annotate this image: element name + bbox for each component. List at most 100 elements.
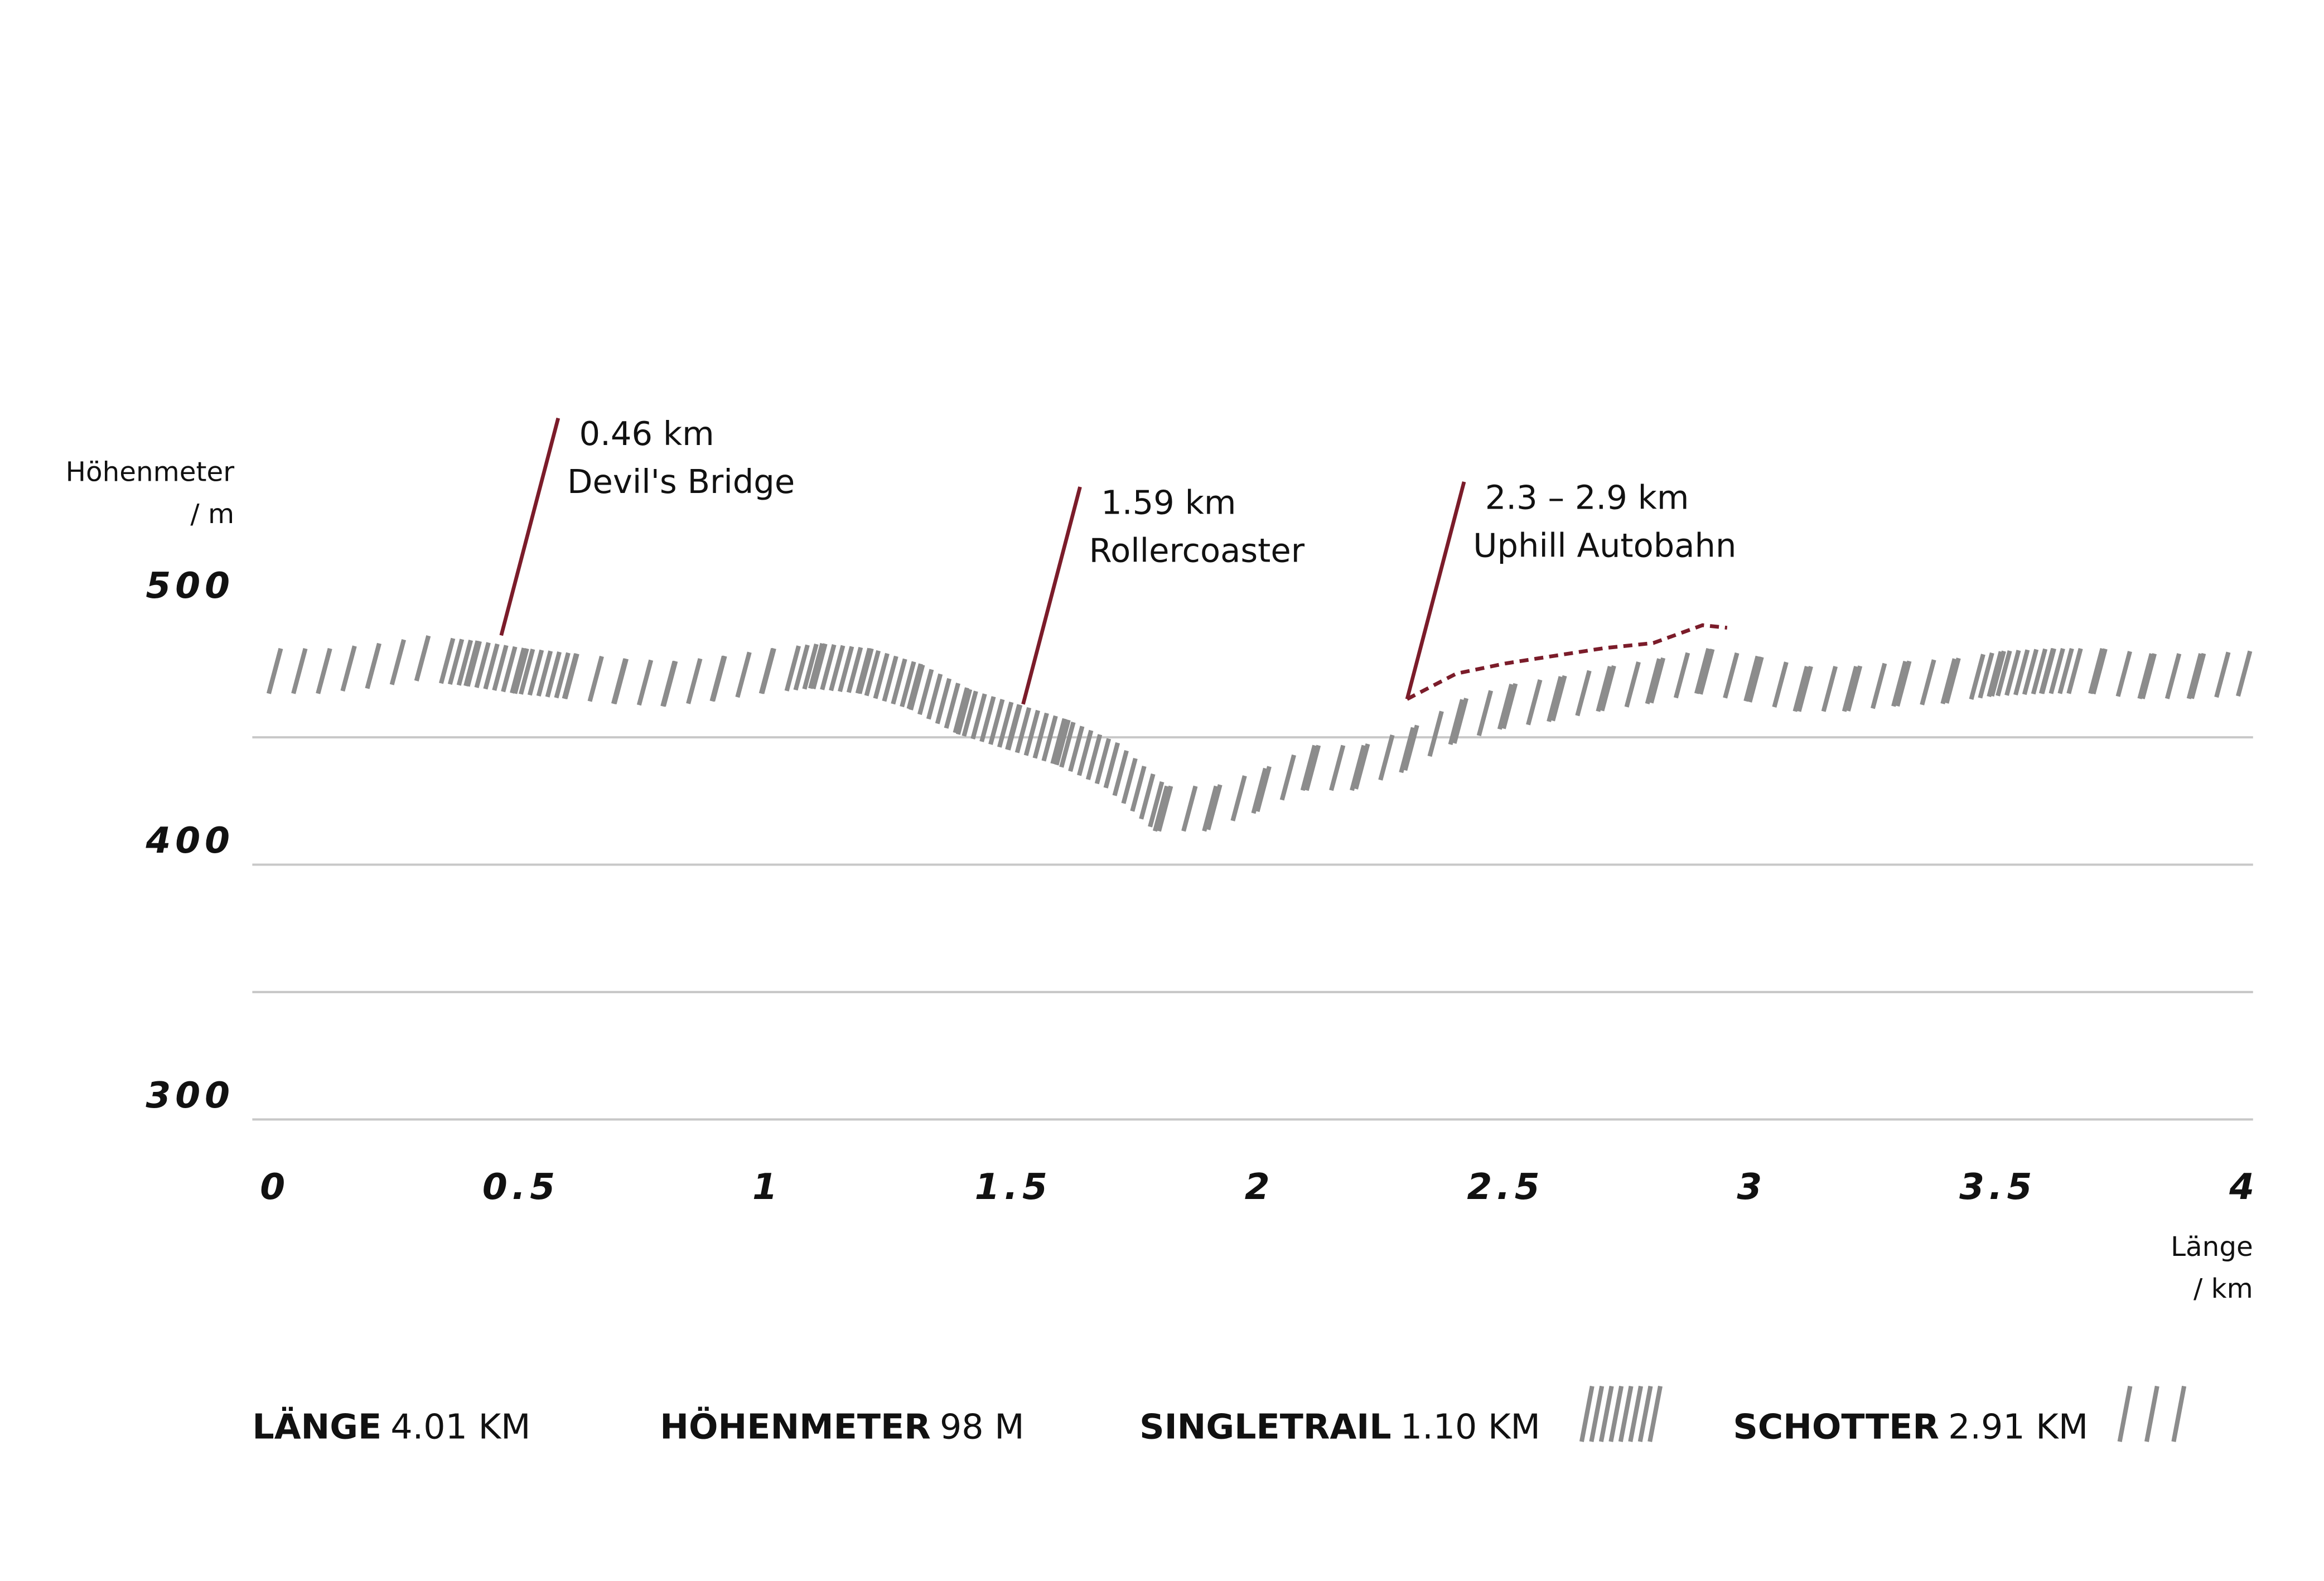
legend-hatch bbox=[1598, 1385, 1614, 1442]
hatch bbox=[1130, 765, 1147, 812]
hatch bbox=[1041, 715, 1058, 762]
hatch bbox=[686, 658, 703, 704]
legend-hatch bbox=[1589, 1385, 1605, 1442]
hatch bbox=[979, 696, 996, 742]
hatch bbox=[501, 646, 518, 693]
annotation-text: Devil's Bridge bbox=[567, 462, 795, 501]
stat-value: 1.10 KM bbox=[1400, 1407, 1540, 1447]
hatch bbox=[2091, 648, 2108, 695]
hatch bbox=[1206, 784, 1223, 830]
hatch bbox=[953, 687, 969, 734]
hatch bbox=[1059, 722, 1076, 768]
profile-point bbox=[1399, 727, 1415, 773]
hatch bbox=[935, 678, 952, 724]
hatch bbox=[1698, 649, 1715, 695]
hatch bbox=[1920, 659, 1936, 705]
profile-point bbox=[365, 642, 381, 689]
x-tick-label: 1.5 bbox=[975, 1166, 1052, 1208]
hatch bbox=[291, 647, 308, 694]
profile-point bbox=[1940, 658, 1957, 704]
profile-point bbox=[1989, 650, 2006, 697]
autobahn-line bbox=[1406, 623, 1728, 701]
hatch bbox=[1403, 724, 1419, 771]
stat-label: HÖHENMETER bbox=[660, 1406, 931, 1447]
hatch bbox=[1649, 657, 1666, 704]
profile-point bbox=[2088, 647, 2105, 694]
hatch bbox=[1050, 718, 1067, 765]
x-tick-label: 4 bbox=[2229, 1166, 2259, 1208]
hatch bbox=[510, 647, 526, 694]
profile-point bbox=[1350, 744, 1366, 791]
hatch bbox=[1139, 773, 1156, 820]
hatch bbox=[1476, 690, 1494, 737]
hatch bbox=[1575, 670, 1592, 717]
hatch bbox=[1526, 679, 1543, 726]
annotation-text: 0.46 km bbox=[579, 414, 714, 453]
x-tick-label: 3.5 bbox=[1959, 1166, 2036, 1208]
x-tick-label: 2 bbox=[1245, 1166, 1274, 1208]
profile-point bbox=[660, 660, 677, 707]
hatch bbox=[1378, 734, 1395, 781]
hatch bbox=[1723, 652, 1740, 699]
hatch bbox=[838, 646, 854, 693]
hatch bbox=[527, 649, 544, 696]
x-tick-label: 2.5 bbox=[1467, 1166, 1544, 1208]
hatch bbox=[518, 649, 535, 695]
hatch bbox=[891, 658, 907, 705]
hatch bbox=[1094, 738, 1112, 785]
x-tick-label: 1 bbox=[752, 1166, 782, 1208]
hatch bbox=[820, 644, 837, 690]
hatch bbox=[2057, 647, 2074, 694]
hatch bbox=[962, 690, 978, 737]
y-tick-label: 400 bbox=[145, 820, 234, 862]
profile-point bbox=[1792, 665, 1809, 712]
hatch bbox=[2048, 647, 2065, 694]
hatch bbox=[536, 650, 553, 697]
hatch bbox=[2115, 651, 2132, 697]
stat: LÄNGE 4.01 KM bbox=[252, 1406, 530, 1447]
stat: HÖHENMETER 98 M bbox=[660, 1406, 1024, 1447]
legend-hatch bbox=[1647, 1385, 1663, 1442]
hatch bbox=[900, 661, 916, 708]
hatch bbox=[1148, 781, 1165, 828]
hatch bbox=[1085, 734, 1103, 780]
hatch bbox=[474, 642, 491, 688]
hatch bbox=[2004, 650, 2021, 696]
profile-point bbox=[857, 647, 874, 694]
hatch bbox=[1181, 785, 1198, 832]
hatch bbox=[1747, 656, 1764, 703]
profile-point bbox=[1251, 767, 1268, 814]
profile-point bbox=[758, 647, 776, 694]
profile-point bbox=[1842, 665, 1859, 712]
legend-hatch bbox=[1579, 1385, 1595, 1442]
legend-hatch bbox=[1637, 1385, 1653, 1442]
hatch bbox=[1014, 707, 1032, 753]
hatch bbox=[917, 669, 934, 715]
y-axis-label: Höhenmeter bbox=[66, 457, 235, 488]
hatch bbox=[802, 643, 819, 690]
legend-hatch bbox=[1628, 1385, 1644, 1442]
profile-point bbox=[1103, 742, 1120, 789]
profile-point bbox=[316, 647, 332, 694]
hatch bbox=[1304, 744, 1321, 791]
annotation-text: Uphill Autobahn bbox=[1473, 526, 1736, 564]
hatch bbox=[873, 652, 890, 699]
profile-point bbox=[1743, 655, 1760, 702]
x-tick-label: 0.5 bbox=[482, 1166, 559, 1208]
annotation-text: 2.3 – 2.9 km bbox=[1485, 478, 1689, 516]
hatch bbox=[793, 644, 810, 691]
annotation-text: 1.59 km bbox=[1101, 483, 1236, 521]
hatch bbox=[1023, 709, 1040, 756]
hatch bbox=[1427, 710, 1444, 757]
hatch bbox=[483, 643, 500, 690]
profile-point bbox=[1448, 699, 1465, 746]
profile-point bbox=[2186, 653, 2204, 699]
profile-point bbox=[1054, 719, 1071, 766]
x-axis-label: Länge bbox=[2171, 1231, 2253, 1263]
hatch bbox=[1452, 698, 1468, 744]
hatch bbox=[554, 652, 571, 699]
hatch bbox=[1624, 661, 1641, 708]
profile-point bbox=[1005, 704, 1022, 751]
profile-point bbox=[2236, 650, 2253, 697]
